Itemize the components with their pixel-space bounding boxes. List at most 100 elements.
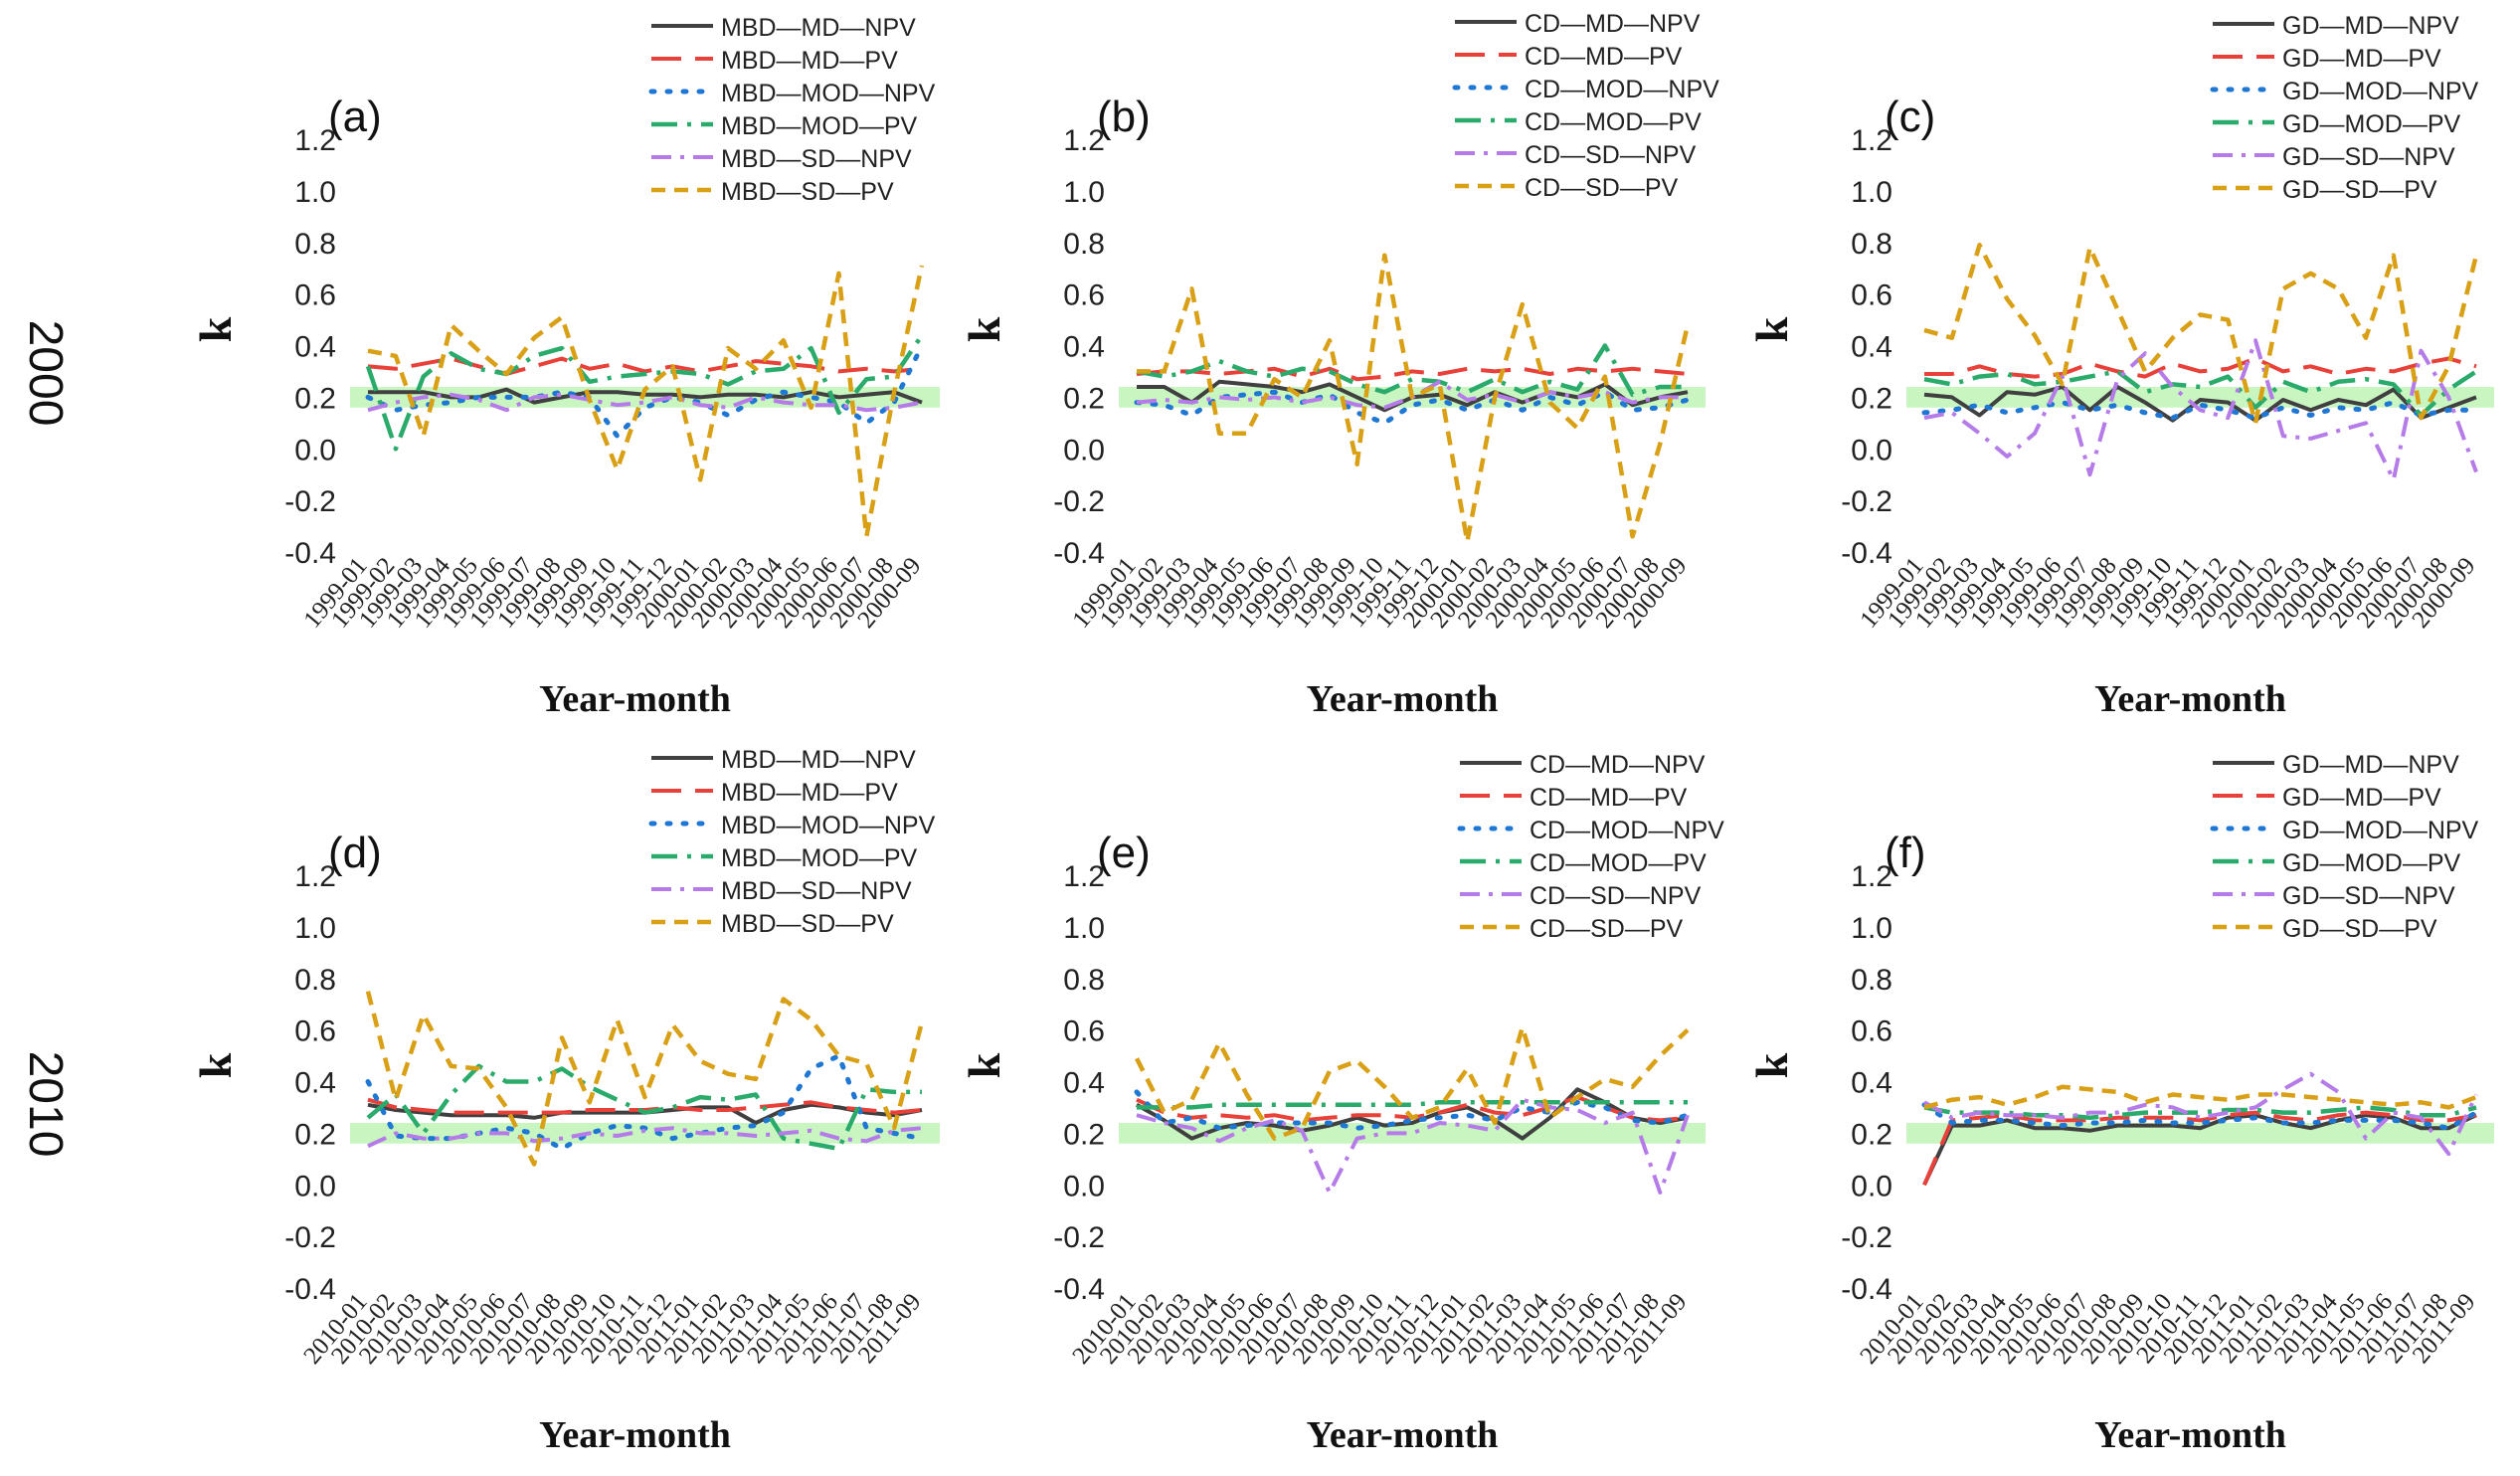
series-line-mbd-mod-pv [365, 333, 924, 452]
y-tick-label: 1.0 [1851, 176, 1892, 209]
series-line-gd-md-pv [1924, 356, 2477, 379]
legend-label: MBD—MOD—PV [721, 844, 918, 872]
legend-label: GD—MOD—NPV [2282, 817, 2479, 844]
y-tick-label: -0.2 [284, 485, 336, 518]
legend-label: CD—MD—PV [1525, 43, 1683, 71]
legend-label: MBD—MD—NPV [721, 14, 916, 42]
y-tick-label: 0.8 [294, 228, 336, 261]
legend-label: GD—MD—NPV [2282, 751, 2459, 779]
y-tick-label: 0.2 [1063, 382, 1105, 415]
x-axis-label: Year-month [539, 1414, 731, 1456]
y-tick-label: 0.4 [294, 331, 336, 364]
legend-label: CD—MOD—PV [1530, 849, 1707, 877]
series-line-gd-mod-pv [1923, 369, 2478, 418]
legend-label: MBD—MOD—NPV [721, 80, 936, 107]
y-tick-label: 0.4 [1063, 331, 1105, 364]
row-label-2000: 2000 [19, 320, 72, 427]
y-tick-label: 0.4 [1851, 331, 1892, 364]
y-axis-label: k [959, 1052, 1009, 1078]
series-line-mbd-mod-pv [366, 1063, 922, 1152]
series-line-gd-md-npv [1923, 385, 2477, 423]
series-line-gd-mod-npv [1921, 1102, 2479, 1131]
y-tick-label: 0.0 [1063, 434, 1105, 466]
series-line-gd-sd-npv [1923, 1071, 2478, 1157]
y-tick-label: 0.8 [1851, 228, 1892, 261]
y-tick-label: -0.4 [1841, 537, 1892, 570]
series-line-mbd-md-pv [367, 356, 923, 376]
y-tick-label: 1.2 [1851, 860, 1892, 893]
series-line-mbd-mod-npv [365, 343, 925, 439]
legend-label: CD—MD—NPV [1530, 751, 1706, 779]
series-line-gd-mod-npv [1921, 400, 2479, 421]
x-axis-label: Year-month [2094, 678, 2286, 720]
legend-label: GD—MD—PV [2282, 784, 2441, 812]
y-tick-label: 1.2 [294, 124, 336, 157]
legend-label: MBD—SD—PV [721, 178, 894, 206]
y-tick-label: -0.2 [1053, 485, 1105, 518]
y-axis-label: k [190, 1052, 241, 1078]
legend-label: MBD—MOD—NPV [721, 812, 936, 839]
y-tick-label: 0.4 [294, 1067, 336, 1100]
legend-label: CD—MOD—PV [1525, 108, 1702, 136]
y-tick-label: 0.4 [1063, 1067, 1105, 1100]
y-tick-label: 0.6 [294, 279, 336, 312]
y-tick-label: 0.0 [1063, 1170, 1105, 1202]
legend-label: MBD—MD—PV [721, 47, 898, 75]
y-tick-label: 0.0 [294, 1170, 336, 1202]
legend-label: CD—SD—PV [1530, 915, 1684, 943]
y-tick-label: 1.2 [1063, 860, 1105, 893]
series-line-gd-sd-pv [1923, 1084, 2477, 1110]
legend-label: GD—SD—PV [2282, 915, 2437, 943]
legend-label: MBD—SD—NPV [721, 877, 912, 905]
legend-label: CD—SD—NPV [1530, 882, 1702, 910]
series-line-gd-sd-pv [1923, 243, 2479, 426]
series-line-cd-mod-pv [1137, 1100, 1688, 1110]
y-tick-label: 1.2 [294, 860, 336, 893]
panel-d: -0.4-0.20.00.20.40.60.81.01.2k(d)2010-01… [190, 746, 940, 1456]
y-tick-label: -0.4 [284, 1273, 336, 1306]
y-axis-label: k [1746, 316, 1797, 342]
panel-a: -0.4-0.20.00.20.40.60.81.01.2k(a)1999-01… [190, 14, 940, 720]
y-tick-label: 0.8 [1063, 228, 1105, 261]
y-tick-label: -0.2 [1841, 485, 1892, 518]
y-tick-label: 0.0 [294, 434, 336, 466]
series-line-cd-mod-pv [1136, 343, 1688, 398]
y-tick-label: 1.0 [294, 176, 336, 209]
y-axis-label: k [1746, 1052, 1797, 1078]
legend-label: MBD—SD—PV [721, 910, 894, 938]
y-tick-label: 0.6 [294, 1015, 336, 1048]
y-tick-label: 0.0 [1851, 1170, 1892, 1202]
y-tick-label: 0.2 [294, 382, 336, 415]
panel-title: (d) [328, 829, 382, 877]
panel-title: (a) [328, 92, 382, 141]
x-axis-label: Year-month [1307, 1414, 1499, 1456]
series-line-mbd-sd-npv [367, 392, 923, 413]
legend-label: GD—SD—NPV [2282, 882, 2455, 910]
y-tick-label: 0.2 [1063, 1118, 1105, 1151]
panel-f: -0.4-0.20.00.20.40.60.81.01.2k(f)2010-01… [1746, 751, 2494, 1456]
y-tick-label: 0.2 [294, 1118, 336, 1151]
series-line-cd-md-npv [1136, 1087, 1689, 1141]
x-axis-label: Year-month [539, 678, 731, 720]
panel-c: -0.4-0.20.00.20.40.60.81.01.2k(c)1999-01… [1746, 12, 2494, 720]
panel-b: -0.4-0.20.00.20.40.60.81.01.2k(b)1999-01… [959, 10, 1719, 720]
y-tick-label: 0.2 [1851, 1118, 1892, 1151]
panel-e: -0.4-0.20.00.20.40.60.81.01.2k(e)2010-01… [959, 751, 1724, 1456]
series-line-gd-sd-npv [1923, 338, 2478, 482]
series-line-mbd-sd-pv [365, 991, 925, 1167]
legend-label: CD—SD—NPV [1525, 141, 1697, 169]
legend-label: CD—SD—PV [1525, 174, 1679, 202]
legend-label: GD—MOD—PV [2282, 849, 2461, 877]
series-line-mbd-md-pv [367, 1097, 923, 1115]
series-line-cd-md-pv [1136, 366, 1689, 382]
y-tick-label: -0.2 [1841, 1221, 1892, 1254]
legend-label: CD—MOD—NPV [1530, 817, 1724, 844]
panel-title: (b) [1097, 92, 1151, 141]
legend-label: MBD—SD—NPV [721, 145, 912, 173]
y-tick-label: -0.4 [1841, 1273, 1892, 1306]
legend-label: MBD—MOD—PV [721, 112, 918, 140]
row-label-2000-group: 2000 [19, 320, 72, 427]
reference-band [1119, 1123, 1706, 1144]
series-line-mbd-sd-npv [367, 1126, 923, 1149]
